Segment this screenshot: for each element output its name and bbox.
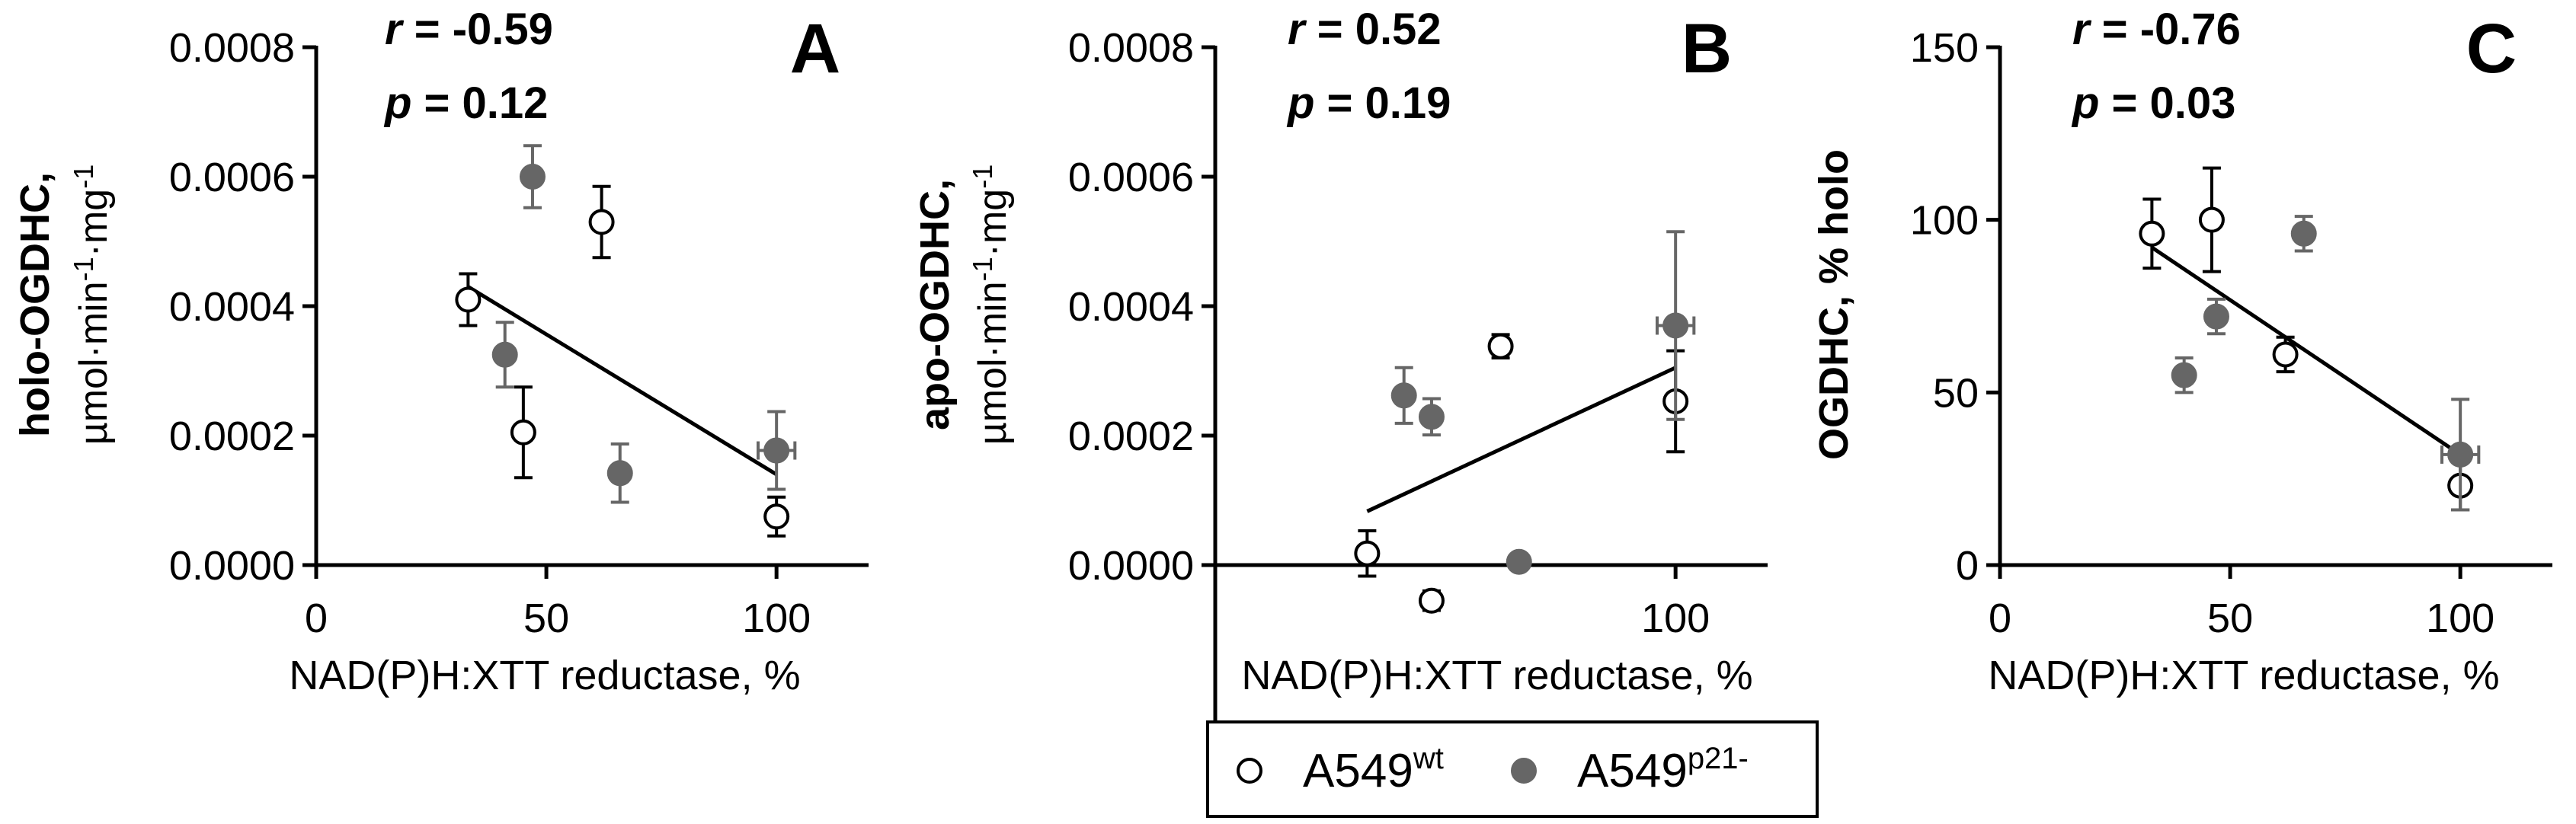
x-tick-label: 0 — [1989, 596, 2011, 641]
data-point — [2139, 220, 2165, 247]
y-tick-label: 0.0006 — [1068, 155, 1194, 200]
y-tick-label: 0.0008 — [169, 25, 295, 71]
legend-label-wt: A549wt — [1303, 742, 1444, 797]
series-a549-wt — [2139, 166, 2474, 512]
r-value-annotation: r = -0.76 — [2072, 5, 2241, 54]
data-point — [2198, 206, 2225, 233]
series-a549-wt — [455, 184, 790, 538]
y-axis-label: holo-OGDHC, — [12, 172, 58, 437]
panel-label: C — [2466, 10, 2517, 88]
x-tick-label: 0 — [305, 596, 328, 641]
data-point — [763, 437, 790, 464]
data-point — [2290, 220, 2317, 247]
y-axis-label: OGDHC, % holo — [1811, 149, 1857, 460]
y-tick-label: 150 — [1910, 25, 1979, 71]
data-point — [2272, 341, 2299, 368]
y-tick-label: 0.0008 — [1068, 25, 1194, 71]
x-tick-label: 100 — [2426, 596, 2494, 641]
p-value-annotation: p = 0.19 — [1286, 78, 1451, 128]
x-axis-label: NAD(P)H:XTT reductase, % — [1988, 653, 2499, 698]
y-tick-label: 50 — [1933, 370, 1979, 416]
x-tick-label: 50 — [523, 596, 569, 641]
panel-label: A — [790, 10, 840, 88]
regression-line — [1366, 366, 1677, 513]
y-tick-label: 0.0000 — [1068, 543, 1194, 589]
data-point — [588, 209, 615, 235]
legend-label-p21: A549p21- — [1577, 742, 1749, 797]
y-tick-label: 0.0002 — [1068, 414, 1194, 459]
x-axis-label: NAD(P)H:XTT reductase, % — [1241, 653, 1752, 698]
data-point — [519, 164, 546, 190]
y-tick-label: 0.0004 — [1068, 284, 1194, 330]
regression-line — [2150, 245, 2462, 457]
x-axis-label: NAD(P)H:XTT reductase, % — [289, 653, 800, 698]
data-point — [491, 341, 518, 368]
data-point — [2447, 441, 2474, 468]
panel-b: 0.0000 0.0002 0.0004 0.0006 0.0008 100 NAD(P)H… — [912, 5, 1768, 731]
data-point — [1662, 312, 1689, 339]
data-point — [1487, 333, 1514, 359]
data-point — [1390, 382, 1417, 409]
y-tick-label: 0.0002 — [169, 414, 295, 459]
p-value-annotation: p = 0.12 — [383, 78, 548, 128]
data-point — [1354, 540, 1381, 567]
data-point — [1418, 587, 1445, 614]
p-value-annotation: p = 0.03 — [2071, 78, 2235, 128]
y-tick-label: 100 — [1910, 198, 1979, 244]
r-value-annotation: r = 0.52 — [1288, 5, 1442, 54]
panel-a: 0.0000 0.0002 0.0004 0.0006 0.0008 0 50 100 NAD(… — [12, 5, 869, 698]
x-tick-label: 50 — [2207, 596, 2253, 641]
y-axis-label: apo-OGDHC, — [912, 179, 958, 430]
panel-c: 0 50 100 150 0 50 100 NAD(P)H:XTT reductase, % O… — [1811, 5, 2552, 698]
data-point — [1506, 548, 1532, 575]
y-tick-label: 0.0000 — [169, 543, 295, 589]
y-tick-label: 0 — [1956, 543, 1979, 589]
r-value-annotation: r = -0.59 — [385, 5, 553, 54]
data-point — [2171, 362, 2197, 388]
y-axis-unit-label: µmol·min-1·mg-1 — [68, 164, 116, 445]
legend: A549wt A549p21- — [1206, 720, 1819, 818]
series-a549-p21 — [491, 144, 797, 504]
y-tick-label: 0.0004 — [169, 284, 295, 330]
x-tick-label: 100 — [1641, 596, 1710, 641]
data-point — [510, 419, 536, 446]
data-point — [606, 460, 633, 487]
panel-label: B — [1682, 10, 1732, 88]
x-tick-label: 100 — [742, 596, 811, 641]
legend-marker-p21 — [1511, 758, 1537, 784]
series-a549-p21 — [2171, 215, 2481, 512]
data-point — [763, 503, 790, 530]
data-point — [455, 286, 482, 313]
data-point — [2203, 303, 2229, 330]
y-axis-unit-label: µmol·min-1·mg-1 — [967, 164, 1015, 445]
y-tick-label: 0.0006 — [169, 155, 295, 200]
series-a549-p21 — [1390, 230, 1696, 575]
regression-line — [467, 285, 778, 477]
data-point — [1418, 404, 1445, 430]
legend-marker-wt — [1237, 758, 1262, 784]
